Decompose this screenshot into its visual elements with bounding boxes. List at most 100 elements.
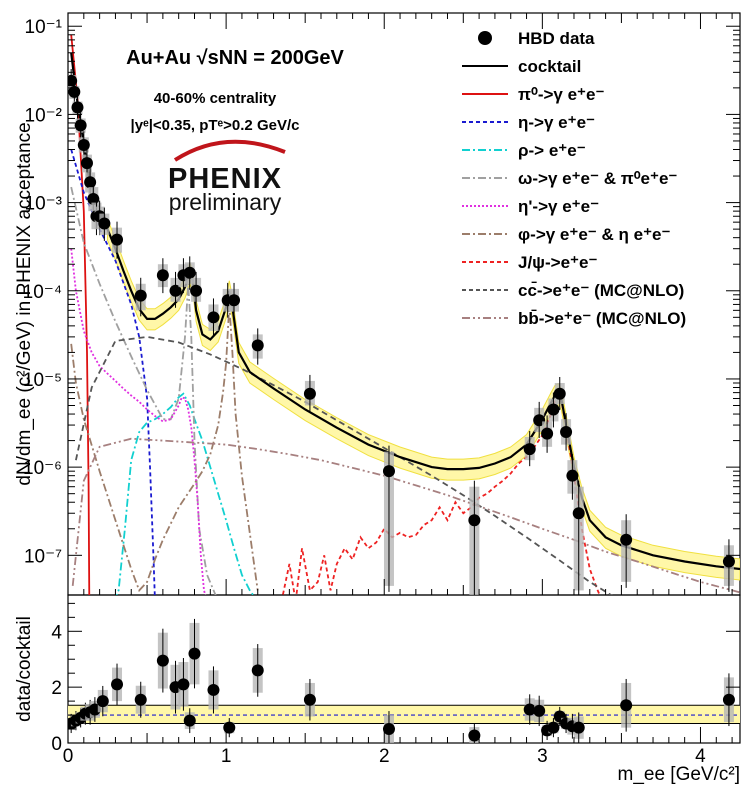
ratio-axes-group: 0 2 4 0 1 2 3 4 (51, 602, 740, 767)
data-point (560, 426, 573, 439)
phenix-logo-text: PHENIX (168, 163, 282, 195)
ratio-point (223, 721, 236, 734)
ratio-y-tick-label: 4 (51, 622, 62, 643)
data-point (84, 176, 97, 189)
data-point (572, 507, 585, 520)
legend-label: J/ψ->e⁺e⁻ (518, 253, 597, 272)
y-tick-label: 10⁻¹ (25, 17, 63, 38)
ratio-band (68, 705, 740, 724)
ratio-point (156, 654, 169, 667)
data-point (190, 284, 203, 297)
data-point (566, 469, 579, 482)
x-tick-label: 1 (221, 746, 232, 767)
ratio-point (547, 721, 560, 734)
legend-label: φ->γ e⁺e⁻ & η e⁺e⁻ (518, 225, 670, 244)
ratio-point (183, 714, 196, 727)
data-point (77, 138, 90, 151)
data-point (68, 85, 81, 98)
phenix-logo: PHENIX preliminary (168, 139, 286, 215)
y-tick-label: 10⁻⁶ (23, 458, 62, 479)
legend: HBD data cocktail π⁰->γ e⁺e⁻ η->γ e⁺e⁻ ρ-> e… (462, 29, 686, 328)
ratio-point (722, 693, 735, 706)
data-point (523, 443, 536, 456)
ratio-y-axis-label: data/cocktail (14, 616, 35, 722)
ratio-point (523, 703, 536, 716)
curve-etaprime (70, 248, 207, 595)
ratio-point (111, 678, 124, 691)
data-point (80, 157, 93, 170)
x-tick-label: 0 (63, 746, 74, 767)
ratio-point (620, 699, 633, 712)
ratio-point (303, 693, 316, 706)
data-point (169, 284, 182, 297)
x-tick-label: 4 (695, 746, 706, 767)
centrality-annotation: 40-60% centrality (154, 90, 277, 107)
cuts-annotation: |yᵉ|<0.35, pTᵉ>0.2 GeV/c (131, 117, 300, 134)
ratio-plot-frame (67, 594, 741, 744)
legend-label: cocktail (518, 57, 581, 76)
ratio-point (177, 678, 190, 691)
legend-label: η->γ e⁺e⁻ (518, 113, 595, 132)
main-y-axis-label: dN/dm_ee (c²/GeV) in PHENIX acceptance (14, 122, 35, 485)
data-point (553, 387, 566, 400)
curve-omega (70, 186, 217, 595)
data-point (251, 339, 264, 352)
data-point (303, 387, 316, 400)
curve-rho (115, 392, 255, 595)
ratio-data-points-group (68, 618, 735, 743)
data-point (722, 555, 735, 568)
legend-label: η'->γ e⁺e⁻ (518, 197, 599, 216)
data-point (382, 465, 395, 478)
data-point (68, 74, 78, 87)
ratio-point (572, 721, 585, 734)
curve-ccbar (75, 335, 613, 595)
phenix-logo-swoosh (173, 139, 286, 162)
data-point (207, 311, 220, 324)
curve-phi (70, 304, 259, 593)
legend-label: ρ-> e⁺e⁻ (518, 141, 586, 160)
y-tick-label: 10⁻⁴ (23, 282, 62, 303)
main-data-points-group (68, 68, 735, 595)
data-point (228, 294, 241, 307)
preliminary-label: preliminary (169, 189, 282, 215)
ratio-y-tick-label: 0 (51, 734, 62, 755)
ratio-point (188, 647, 201, 660)
ratio-point (207, 683, 220, 696)
curve-cocktail (70, 52, 740, 571)
y-tick-label: 10⁻² (25, 105, 63, 126)
data-point (541, 427, 554, 440)
ratio-point (251, 664, 264, 677)
data-point (134, 289, 147, 302)
legend-label: cc̄->e⁺e⁻ (MC@NLO) (518, 281, 684, 300)
ratio-band-group (68, 704, 740, 724)
legend-marker (478, 31, 492, 45)
data-point (98, 217, 111, 230)
legend-label: π⁰->γ e⁺e⁻ (518, 85, 604, 104)
ratio-point (96, 695, 109, 708)
data-point (183, 266, 196, 279)
system-annotation: Au+Au √sNN = 200GeV (126, 47, 344, 69)
legend-label: bb̄->e⁺e⁻ (MC@NLO) (518, 309, 686, 328)
y-tick-label: 10⁻⁵ (23, 370, 62, 391)
data-point (468, 514, 481, 527)
ratio-point (468, 729, 481, 742)
data-point (156, 269, 169, 282)
ratio-point (533, 704, 546, 717)
data-point (71, 101, 84, 114)
ratio-y-tick-label: 2 (51, 678, 62, 699)
ratio-point (382, 723, 395, 736)
main-axes-group: 10⁻⁷ 10⁻⁶ 10⁻⁵ 10⁻⁴ 10⁻³ 10⁻² 10⁻¹ (23, 13, 740, 595)
x-tick-label: 3 (537, 746, 548, 767)
x-axis-label: m_ee [GeV/c²] (618, 764, 741, 785)
y-tick-label: 10⁻³ (25, 194, 63, 215)
data-point (547, 403, 560, 416)
legend-label: HBD data (518, 29, 595, 48)
y-tick-label: 10⁻⁷ (24, 546, 62, 567)
data-point (620, 533, 633, 546)
ratio-point (134, 693, 147, 706)
x-tick-label: 2 (379, 746, 390, 767)
data-point (111, 233, 124, 246)
legend-label: ω->γ e⁺e⁻ & π⁰e⁺e⁻ (518, 169, 677, 188)
